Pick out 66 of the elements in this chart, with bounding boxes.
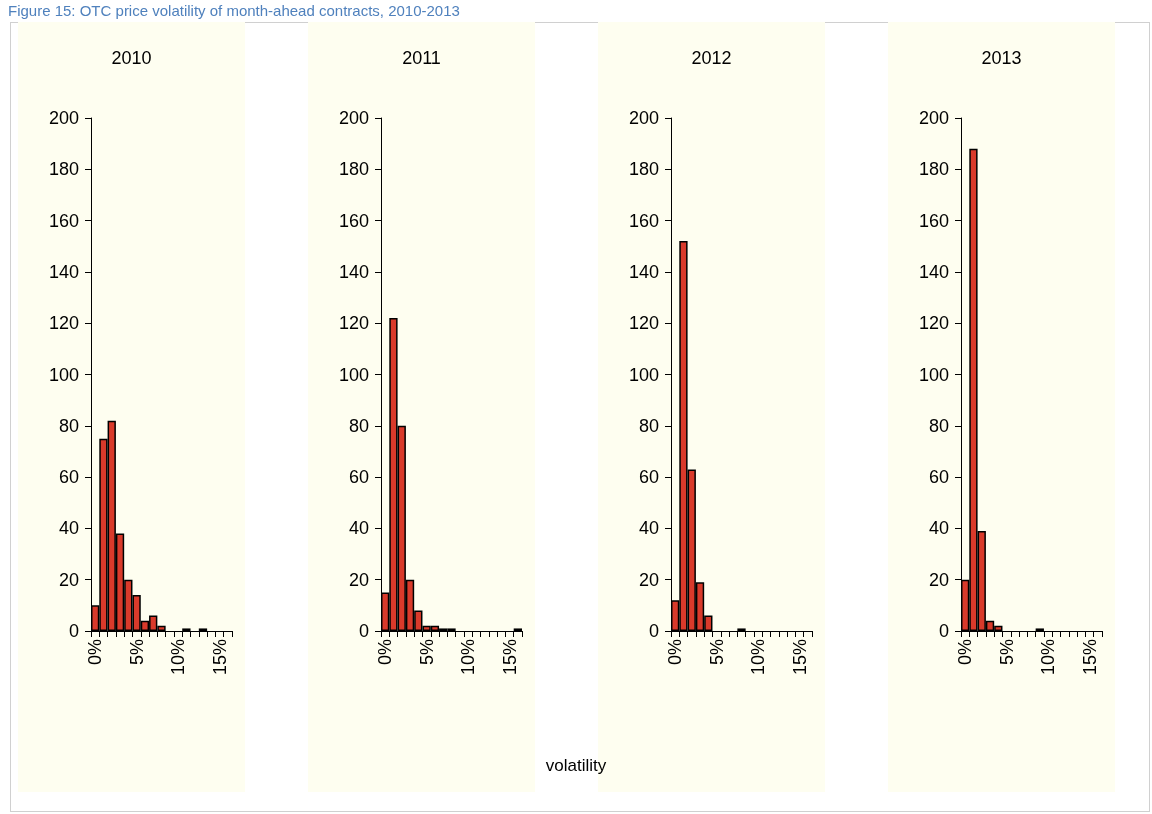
y-tick-label: 160 bbox=[48, 210, 79, 231]
x-tick-label: 15% bbox=[1079, 639, 1100, 676]
y-tick-label: 140 bbox=[628, 261, 659, 282]
y-tick-label: 100 bbox=[48, 364, 79, 385]
x-tick-label: 0% bbox=[955, 639, 976, 666]
y-tick-label: 120 bbox=[338, 313, 369, 334]
y-tick-label: 120 bbox=[918, 313, 949, 334]
y-tick-label: 40 bbox=[58, 518, 79, 539]
y-tick-label: 160 bbox=[338, 210, 369, 231]
y-tick-label: 120 bbox=[48, 313, 79, 334]
y-tick-label: 80 bbox=[928, 415, 949, 436]
x-tick-label: 15% bbox=[209, 639, 230, 676]
y-tick-label: 40 bbox=[638, 518, 659, 539]
y-tick-label: 100 bbox=[918, 364, 949, 385]
chart-title: 2011 bbox=[402, 48, 441, 68]
x-tick-label: 5% bbox=[416, 639, 437, 666]
y-tick-label: 20 bbox=[348, 569, 369, 590]
y-tick-label: 0 bbox=[358, 621, 369, 641]
x-tick-label: 10% bbox=[1038, 639, 1059, 676]
y-tick-label: 20 bbox=[928, 569, 949, 590]
y-tick-label: 60 bbox=[58, 467, 79, 488]
y-tick-label: 80 bbox=[58, 415, 79, 436]
y-tick-label: 40 bbox=[348, 518, 369, 539]
x-tick-label: 5% bbox=[996, 639, 1017, 666]
y-tick-label: 60 bbox=[928, 467, 949, 488]
chart-title: 2010 bbox=[111, 48, 152, 68]
y-tick-label: 60 bbox=[348, 467, 369, 488]
y-tick-label: 100 bbox=[338, 364, 369, 385]
y-tick-label: 120 bbox=[628, 313, 659, 334]
x-tick-label: 10% bbox=[748, 639, 769, 676]
y-tick-label: 100 bbox=[628, 364, 659, 385]
x-tick-label: 10% bbox=[168, 639, 189, 676]
x-tick-label: 0% bbox=[85, 639, 106, 666]
x-tick-label: 0% bbox=[665, 639, 686, 666]
y-tick-label: 20 bbox=[58, 569, 79, 590]
y-tick-label: 200 bbox=[48, 108, 79, 128]
y-tick-label: 80 bbox=[348, 415, 369, 436]
y-tick-label: 140 bbox=[918, 261, 949, 282]
y-tick-label: 0 bbox=[938, 621, 949, 641]
y-tick-label: 140 bbox=[48, 261, 79, 282]
y-tick-label: 80 bbox=[638, 415, 659, 436]
y-tick-label: 60 bbox=[638, 467, 659, 488]
x-tick-label: 5% bbox=[126, 639, 147, 666]
y-tick-label: 180 bbox=[48, 159, 79, 180]
y-tick-label: 180 bbox=[918, 159, 949, 180]
y-tick-label: 180 bbox=[338, 159, 369, 180]
y-tick-label: 180 bbox=[628, 159, 659, 180]
x-tick-label: 5% bbox=[706, 639, 727, 666]
chart-title: 2012 bbox=[691, 48, 732, 68]
caption: Figure 15: OTC price volatility of month-ahead contracts, 2010-2013 bbox=[8, 2, 460, 19]
y-tick-label: 160 bbox=[628, 210, 659, 231]
x-tick-label: 15% bbox=[499, 639, 520, 676]
y-tick-label: 0 bbox=[648, 621, 659, 641]
y-tick-label: 40 bbox=[928, 518, 949, 539]
y-tick-label: 140 bbox=[338, 261, 369, 282]
chart-title: 2013 bbox=[981, 48, 1022, 68]
x-axis-title: volatility bbox=[544, 756, 608, 776]
y-tick-label: 200 bbox=[628, 108, 659, 128]
y-tick-label: 200 bbox=[918, 108, 949, 128]
y-tick-label: 20 bbox=[638, 569, 659, 590]
x-tick-label: 0% bbox=[375, 639, 396, 666]
x-tick-label: 10% bbox=[458, 639, 479, 676]
y-tick-label: 200 bbox=[338, 108, 369, 128]
y-tick-label: 160 bbox=[918, 210, 949, 231]
x-tick-label: 15% bbox=[789, 639, 810, 676]
y-tick-label: 0 bbox=[68, 621, 79, 641]
